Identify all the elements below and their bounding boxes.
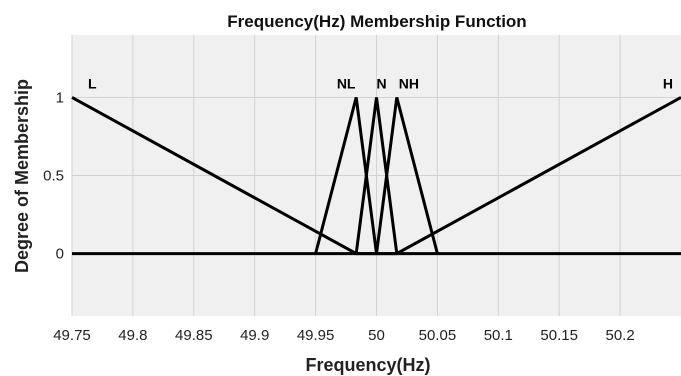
- series-line-nl: [314, 97, 378, 254]
- series-lines: [71, 96, 681, 256]
- y-tick-label: 0.5: [43, 168, 64, 185]
- x-tick-label: 49.9: [240, 327, 269, 344]
- chart-title: Frequency(Hz) Membership Function: [227, 12, 526, 31]
- series-label-h: H: [663, 75, 673, 91]
- x-tick-label: 50.2: [605, 327, 634, 344]
- series-labels: L NL N NH H: [88, 75, 673, 91]
- series-label-nh: NH: [399, 75, 419, 91]
- series-line-n: [354, 97, 399, 254]
- x-tick-label: 50.05: [419, 327, 457, 344]
- y-axis-label: Degree of Membership: [12, 79, 32, 273]
- x-tick-label: 49.95: [297, 327, 335, 344]
- x-tick-label: 49.85: [175, 327, 213, 344]
- x-tick-label: 49.75: [53, 327, 91, 344]
- x-tick-label: 49.8: [118, 327, 147, 344]
- series-label-n: N: [376, 75, 386, 91]
- y-tick-label: 1: [56, 89, 64, 106]
- x-tick-label: 50: [368, 327, 385, 344]
- x-axis-label: Frequency(Hz): [305, 355, 430, 375]
- series-label-nl: NL: [337, 75, 356, 91]
- series-line-h: [72, 96, 681, 256]
- series-line-nh: [375, 97, 439, 254]
- y-tick-label: 0: [56, 246, 64, 263]
- x-tick-label: 50.1: [484, 327, 513, 344]
- x-tick-label: 50.15: [540, 327, 578, 344]
- y-tick-labels: 00.51: [43, 89, 64, 262]
- series-label-l: L: [88, 75, 97, 91]
- x-tick-labels: 49.75 49.8 49.85 49.9 49.95 50 50.05 50.1 50.15 5…: [53, 327, 634, 344]
